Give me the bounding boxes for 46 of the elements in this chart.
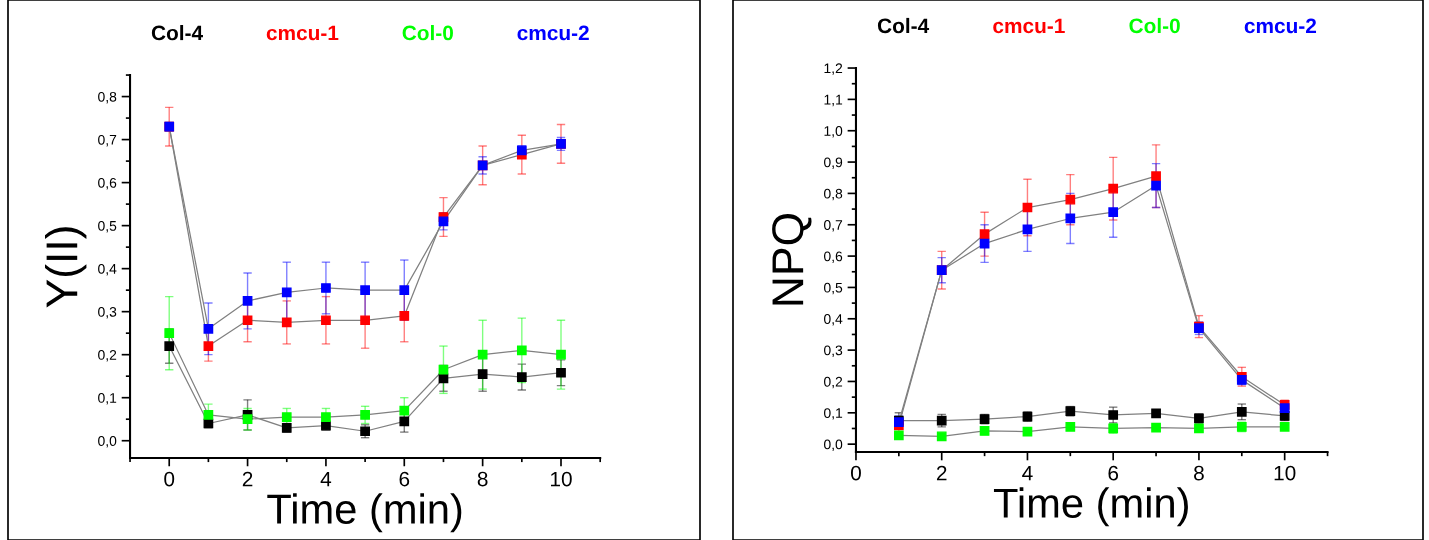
y-tick-label: 0,9 (824, 157, 843, 169)
y-tick-label: 0,2 (98, 350, 117, 362)
y-tick-label: 0,3 (824, 345, 843, 357)
y-tick-label: 0,7 (98, 134, 117, 147)
y-tick-label: 0,8 (98, 91, 117, 104)
x-tick-label: 4 (320, 471, 332, 487)
x-tick-label: 8 (1194, 465, 1204, 481)
x-tick-label: 2 (242, 471, 253, 487)
y-tick-label: 0,1 (98, 393, 117, 405)
x-tick-label: 10 (1274, 465, 1296, 481)
text: Col-0 (402, 25, 453, 41)
x-axis-title: Time (min) (267, 493, 462, 533)
y-tick-label: 0,4 (824, 314, 843, 326)
x-tick-label: 0 (164, 471, 175, 487)
x-tick-label: 4 (1022, 465, 1033, 481)
y-tick-label: 0,0 (98, 436, 117, 448)
text: cmcu-1 (266, 25, 339, 41)
text: cmcu-2 (517, 25, 589, 41)
x-tick-label: 10 (551, 471, 572, 487)
x-tick-label: 6 (1108, 465, 1119, 481)
x-tick-label: 6 (399, 471, 410, 487)
y-tick-label: 1,0 (824, 126, 843, 138)
y-tick-label: 1,1 (824, 94, 843, 107)
y-tick-label: 0,7 (824, 220, 843, 232)
x-axis-title: Time (min) (993, 487, 1188, 527)
y-tick-label: 0,3 (98, 306, 117, 319)
y-tick-label: 0,6 (824, 251, 843, 263)
y-tick-label: 0,5 (98, 220, 117, 233)
text: Col-0 (1129, 17, 1180, 34)
text: Col-4 (151, 25, 203, 41)
y-tick-label: 1,2 (824, 63, 843, 75)
x-tick-label: 0 (850, 465, 861, 481)
x-tick-label: 2 (936, 465, 947, 481)
y-axis-title: NPQ (772, 213, 812, 305)
y-tick-label: 0,8 (824, 188, 843, 201)
y-axis-title: Y(II) (45, 227, 87, 308)
y-tick-label: 0,1 (824, 408, 843, 420)
y-tick-label: 0,6 (98, 177, 117, 190)
y-tick-label: 0,4 (98, 263, 117, 276)
text: Col-4 (877, 17, 930, 34)
y-tick-label: 0,5 (824, 282, 843, 295)
y-tick-label: 0,0 (824, 439, 843, 451)
y-tick-label: 0,2 (824, 376, 843, 389)
text: cmcu-1 (993, 18, 1065, 34)
text: cmcu-2 (1244, 18, 1317, 34)
x-tick-label: 8 (477, 471, 488, 487)
